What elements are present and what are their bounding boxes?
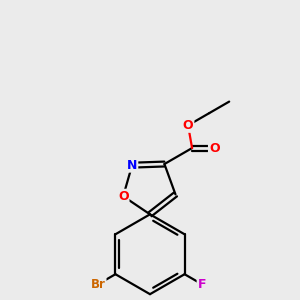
Text: O: O bbox=[118, 190, 128, 203]
Text: F: F bbox=[198, 278, 206, 291]
Text: N: N bbox=[127, 159, 137, 172]
Text: O: O bbox=[183, 119, 194, 132]
Text: Br: Br bbox=[91, 278, 106, 291]
Text: O: O bbox=[209, 142, 220, 154]
